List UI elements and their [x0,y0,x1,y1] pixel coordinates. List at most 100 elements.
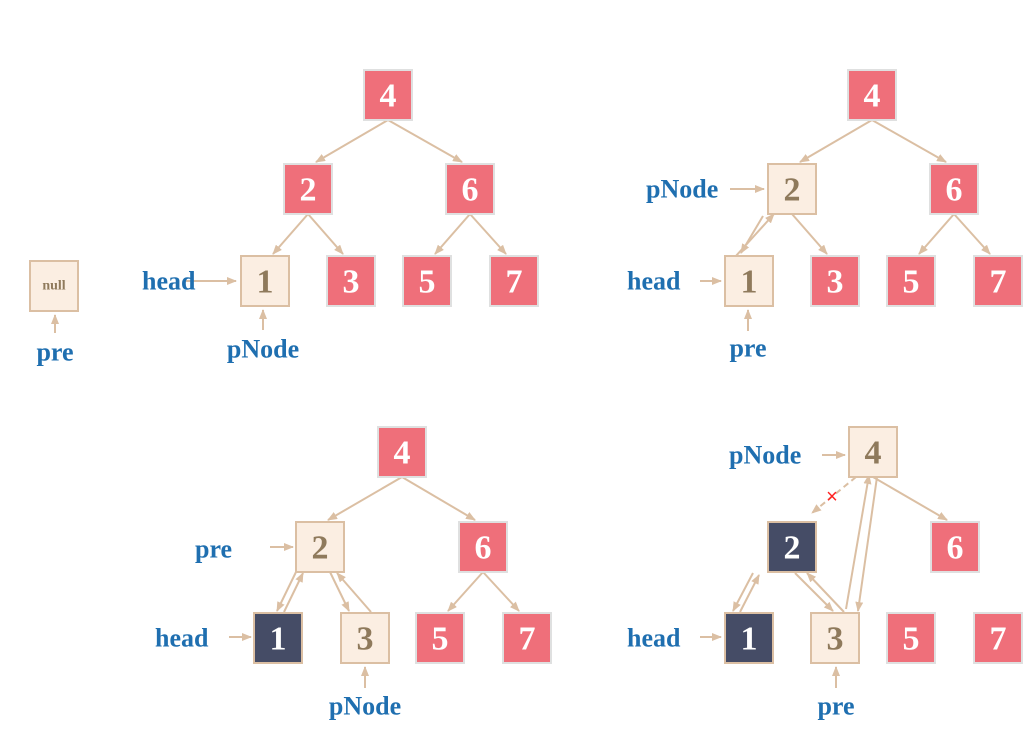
pointer-label-pNode: pNode [227,335,299,364]
link-arrow-1 [276,571,297,612]
node-value: 1 [257,264,274,301]
tree-edge-4-6 [871,119,947,163]
tree-node-1: 1 [253,612,303,664]
panel-4: × 4 2 6 1 3 5 7 pNode head pre [627,426,1023,721]
node-value: 7 [990,264,1007,301]
node-box [240,255,290,307]
tree-node-5: 5 [402,255,452,307]
pointer-label-head: head [627,624,681,653]
tree-node-6: 6 [929,163,979,215]
node-value: 5 [432,621,449,658]
link-arrow-5 [845,474,872,610]
link-arrow-1 [732,572,754,612]
tree-edge-4-2 [799,119,873,163]
tree-node-5: 5 [415,612,465,664]
tree-node-5: 5 [886,612,936,664]
null-node-label: null [42,279,65,294]
node-value: 2 [784,530,801,567]
node-value: 7 [990,621,1007,658]
node-box [253,612,303,664]
node-box [377,426,427,478]
tree-node-3: 3 [810,255,860,307]
pointer-label-head: head [155,624,209,653]
null-node: null [29,260,79,312]
node-value: 6 [462,172,479,209]
tree-node-6: 6 [458,521,508,573]
node-box [973,255,1023,307]
tree-node-7: 7 [502,612,552,664]
node-value: 3 [343,264,360,301]
panel-2: 4 2 6 1 3 5 7 pNode head pre [627,69,1023,363]
node-box [502,612,552,664]
node-value: 5 [903,264,920,301]
node-box [810,612,860,664]
pointer-label-head: head [142,267,196,296]
node-box [767,521,817,573]
node-box [402,255,452,307]
node-box [458,521,508,573]
tree-node-3: 3 [810,612,860,664]
link-arrow-3 [794,572,834,612]
null-pre-label: pre [36,338,73,367]
link-arrow-1 [734,213,775,258]
pointer-label-pre: pre [195,535,232,564]
tree-node-7: 7 [489,255,539,307]
node-value: 1 [270,621,287,658]
node-value: 1 [741,621,758,658]
node-box [848,426,898,478]
tree-node-4: 4 [363,69,413,121]
tree-node-6: 6 [445,163,495,215]
tree-node-4: 4 [847,69,897,121]
node-box [847,69,897,121]
pointer-label-head: head [627,267,681,296]
node-box [810,255,860,307]
node-value: 2 [300,172,317,209]
link-arrow-4 [336,572,372,613]
link-arrow-2 [739,574,760,613]
node-value: 6 [947,530,964,567]
node-value: 7 [519,621,536,658]
link-arrow-6 [855,476,878,612]
tree-node-1: 1 [724,612,774,664]
tree-node-2: 2 [283,163,333,215]
node-box [363,69,413,121]
node-box [973,612,1023,664]
tree-node-4: 4 [377,426,427,478]
tree-edge-4-2 [315,119,389,163]
pointer-label-pre: pre [729,334,766,363]
tree-node-1: 1 [724,255,774,307]
tree-node-2: 2 [767,163,817,215]
node-value: 4 [865,435,882,472]
tree-edge-4-6 [401,476,476,521]
node-box [489,255,539,307]
link-arrow-4 [806,572,845,613]
node-box [295,521,345,573]
tree-edge-4-2 [327,476,403,521]
node-value: 4 [394,435,411,472]
tree-edge-2-3 [791,213,828,255]
node-value: 1 [741,264,758,301]
tree-edge-4-6 [872,476,948,521]
link-arrow-3 [329,571,350,612]
panels: 4 2 6 1 3 5 7 head pNode 4 2 6 1 3 5 7 pNode head pre 4 2 6 1 3… [142,69,1023,721]
pointer-label-pNode: pNode [729,441,801,470]
link-arrow-2 [283,572,304,613]
node-box [326,255,376,307]
node-box [929,163,979,215]
tree-node-7: 7 [973,612,1023,664]
node-value: 4 [380,78,397,115]
node-value: 6 [475,530,492,567]
tree-edge-6-5 [918,213,955,255]
pointer-label-pNode: pNode [646,175,718,204]
node-box [886,612,936,664]
tree-node-2: 2 [295,521,345,573]
node-value: 3 [357,621,374,658]
tree-node-4: 4 [848,426,898,478]
node-box [283,163,333,215]
pointer-label-pNode: pNode [329,692,401,721]
panel-3: 4 2 6 1 3 5 7 pre head pNode [155,426,552,721]
node-value: 3 [827,621,844,658]
tree-edge-6-7 [482,571,520,612]
pointer-label-pre: pre [817,692,854,721]
